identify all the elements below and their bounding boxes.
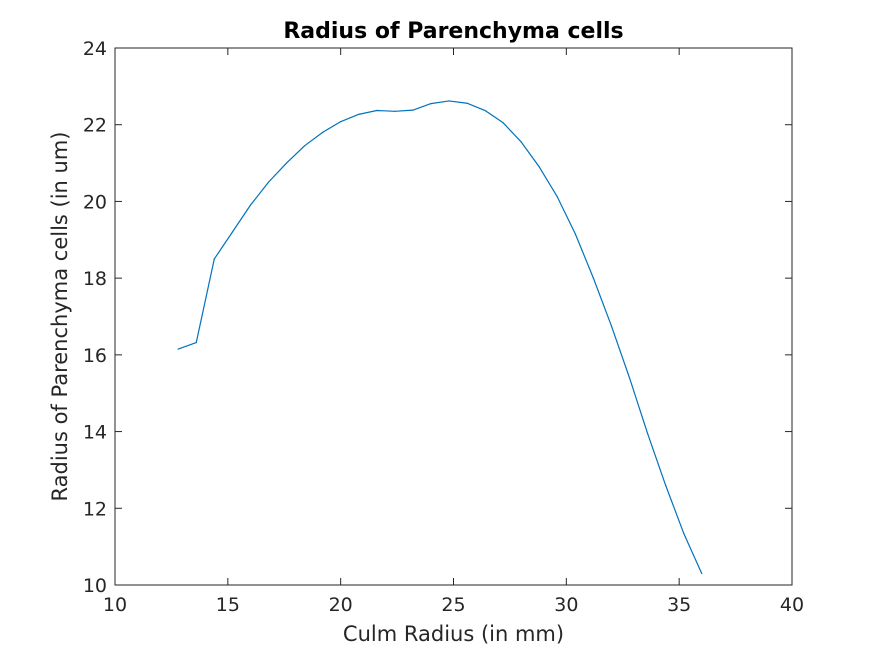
- data-point: [520, 141, 522, 143]
- data-point: [538, 166, 540, 168]
- data-point: [665, 484, 667, 486]
- x-tick-label: 40: [780, 594, 804, 616]
- data-point: [556, 196, 558, 198]
- data-point: [646, 432, 649, 435]
- y-tick-label: 24: [83, 38, 107, 60]
- x-tick-label: 35: [667, 594, 691, 616]
- x-axis-label: Culm Radius (in mm): [343, 622, 564, 646]
- y-tick-label: 12: [83, 498, 107, 520]
- data-point: [376, 109, 378, 112]
- data-point: [340, 121, 342, 123]
- data-point: [610, 325, 613, 327]
- series-layer: [177, 100, 703, 575]
- data-point: [285, 162, 288, 164]
- plot-area: [114, 47, 793, 586]
- data-point: [195, 341, 197, 344]
- data-point: [430, 103, 432, 105]
- y-tick-label: 18: [83, 268, 107, 290]
- x-tick-label: 15: [216, 594, 240, 616]
- data-point: [448, 100, 450, 102]
- data-point: [267, 181, 270, 183]
- y-axis-label: Radius of Parenchyma cells (in um): [48, 131, 72, 501]
- y-tick-label: 20: [83, 191, 107, 213]
- axes-box: [114, 47, 793, 586]
- y-axis-ticks: 10 12 14 16 18 20 22 24: [83, 38, 792, 597]
- data-point: [412, 109, 414, 111]
- x-tick-label: 10: [103, 594, 127, 616]
- data-point: [322, 131, 324, 133]
- data-point: [484, 109, 486, 112]
- y-tick-label: 10: [83, 575, 107, 597]
- x-tick-label: 30: [554, 594, 578, 616]
- data-point: [592, 277, 595, 279]
- data-point: [683, 532, 685, 534]
- data-point: [628, 377, 631, 379]
- x-axis-ticks: 10 15 20 25 30 35 40: [103, 48, 804, 616]
- x-tick-label: 20: [329, 594, 353, 616]
- data-point: [249, 204, 251, 206]
- x-tick-label: 25: [441, 594, 465, 616]
- data-point: [574, 233, 576, 235]
- data-point: [231, 231, 233, 233]
- data-point: [177, 348, 179, 350]
- data-point: [213, 258, 215, 260]
- data-point: [303, 145, 306, 147]
- data-point: [701, 572, 703, 575]
- y-tick-label: 16: [83, 345, 107, 367]
- data-point: [358, 113, 360, 115]
- series-line-0: [177, 100, 703, 574]
- y-tick-label: 14: [83, 422, 107, 444]
- chart-title: Radius of Parenchyma cells: [283, 19, 623, 44]
- y-tick-label: 22: [83, 115, 107, 137]
- data-point: [502, 122, 504, 124]
- data-point: [466, 102, 468, 104]
- data-point: [394, 110, 396, 112]
